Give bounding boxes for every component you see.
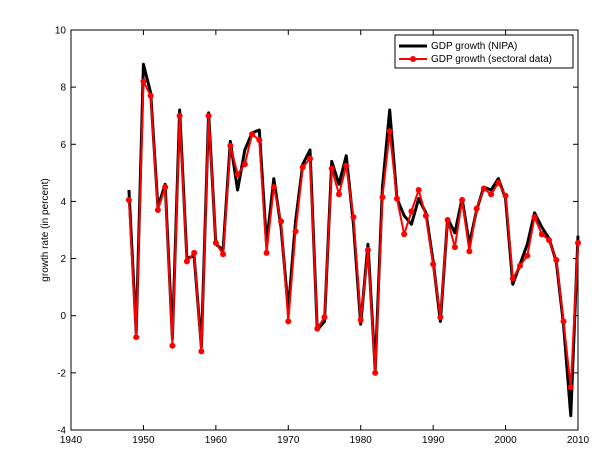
y-tick-label: 8 (60, 83, 66, 94)
x-tick-label: 1980 (350, 435, 373, 446)
data-point-sectoral (466, 248, 473, 255)
data-point-sectoral (502, 192, 509, 199)
data-point-sectoral (227, 142, 234, 149)
data-point-sectoral (263, 249, 270, 256)
y-tick-label: -2 (57, 368, 66, 379)
data-point-sectoral (415, 187, 422, 193)
x-tick-label: 1990 (422, 435, 445, 446)
data-point-sectoral (480, 185, 487, 192)
y-tick-label: 0 (60, 311, 66, 322)
data-point-sectoral (321, 314, 328, 321)
data-point-sectoral (278, 218, 285, 225)
series-layer (125, 62, 581, 418)
data-point-sectoral (451, 244, 458, 251)
x-tick-label: 1940 (60, 435, 83, 446)
data-point-sectoral (176, 112, 183, 119)
x-tick-label: 1960 (205, 435, 228, 446)
data-point-sectoral (183, 258, 190, 265)
data-point-sectoral (379, 194, 386, 201)
data-point-sectoral (307, 155, 314, 162)
data-point-sectoral (328, 165, 335, 172)
data-point-sectoral (517, 262, 524, 269)
data-point-sectoral (546, 237, 553, 243)
data-point-sectoral (125, 197, 132, 203)
data-point-sectoral (205, 112, 212, 119)
data-point-sectoral (154, 207, 161, 213)
data-point-sectoral (459, 197, 466, 203)
legend-label-nipa: GDP growth (NIPA) (431, 41, 517, 52)
y-tick-label: 2 (60, 254, 66, 265)
data-point-sectoral (567, 384, 574, 391)
data-point-sectoral (495, 179, 502, 186)
data-point-sectoral (241, 161, 248, 168)
data-point-sectoral (191, 249, 198, 256)
data-point-sectoral (292, 228, 299, 235)
y-axis-label: growth rate (in percent) (40, 178, 51, 281)
data-point-sectoral (198, 348, 205, 355)
data-point-sectoral (364, 247, 371, 253)
legend: GDP growth (NIPA) GDP growth (sectoral d… (394, 34, 574, 69)
legend-box (394, 34, 574, 69)
data-point-sectoral (270, 184, 277, 191)
x-tick-label: 1950 (132, 435, 155, 446)
data-point-sectoral (408, 208, 415, 215)
data-point-sectoral (335, 191, 342, 198)
data-point-sectoral (169, 342, 176, 349)
x-tick-label: 2000 (494, 435, 517, 446)
axis-ticks: 1940 1950 1960 1970 1980 1990 2000 2010 -4 -2 0 2 4 6… (55, 26, 590, 447)
data-point-sectoral (147, 92, 154, 99)
legend-label-sectoral: GDP growth (sectoral data) (431, 54, 552, 65)
data-point-sectoral (212, 239, 219, 246)
data-point-sectoral (140, 78, 147, 85)
data-point-sectoral (314, 325, 321, 332)
plot-area (70, 29, 579, 431)
data-point-sectoral (220, 251, 227, 258)
data-point-sectoral (386, 128, 393, 135)
data-point-sectoral (372, 369, 379, 376)
data-point-sectoral (473, 205, 480, 212)
data-point-sectoral (538, 231, 545, 238)
data-point-sectoral (560, 318, 567, 325)
data-point-sectoral (256, 137, 263, 143)
legend-marker-sectoral (410, 56, 416, 62)
x-tick-label: 2010 (567, 435, 590, 446)
data-point-sectoral (343, 162, 350, 169)
data-point-sectoral (509, 275, 516, 282)
data-point-sectoral (437, 314, 444, 321)
data-point-sectoral (133, 334, 140, 341)
data-point-sectoral (488, 191, 495, 198)
y-tick-label: 6 (60, 140, 66, 151)
data-point-sectoral (285, 318, 292, 325)
data-point-sectoral (444, 217, 451, 223)
data-point-sectoral (162, 184, 169, 191)
data-point-sectoral (531, 214, 538, 221)
data-point-sectoral (249, 131, 256, 138)
data-point-sectoral (299, 164, 306, 171)
data-point-sectoral (234, 171, 241, 178)
y-tick-label: 10 (55, 26, 67, 37)
y-tick-label: -4 (57, 426, 66, 437)
data-point-sectoral (401, 231, 408, 238)
data-point-sectoral (422, 212, 429, 219)
data-point-sectoral (430, 261, 437, 268)
data-point-sectoral (524, 252, 531, 259)
data-point-sectoral (357, 317, 364, 323)
y-tick-label: 4 (60, 197, 66, 208)
data-point-sectoral (393, 195, 400, 202)
data-point-sectoral (553, 257, 560, 263)
x-tick-label: 1970 (277, 435, 300, 446)
data-point-sectoral (575, 239, 581, 246)
data-point-sectoral (350, 214, 357, 221)
